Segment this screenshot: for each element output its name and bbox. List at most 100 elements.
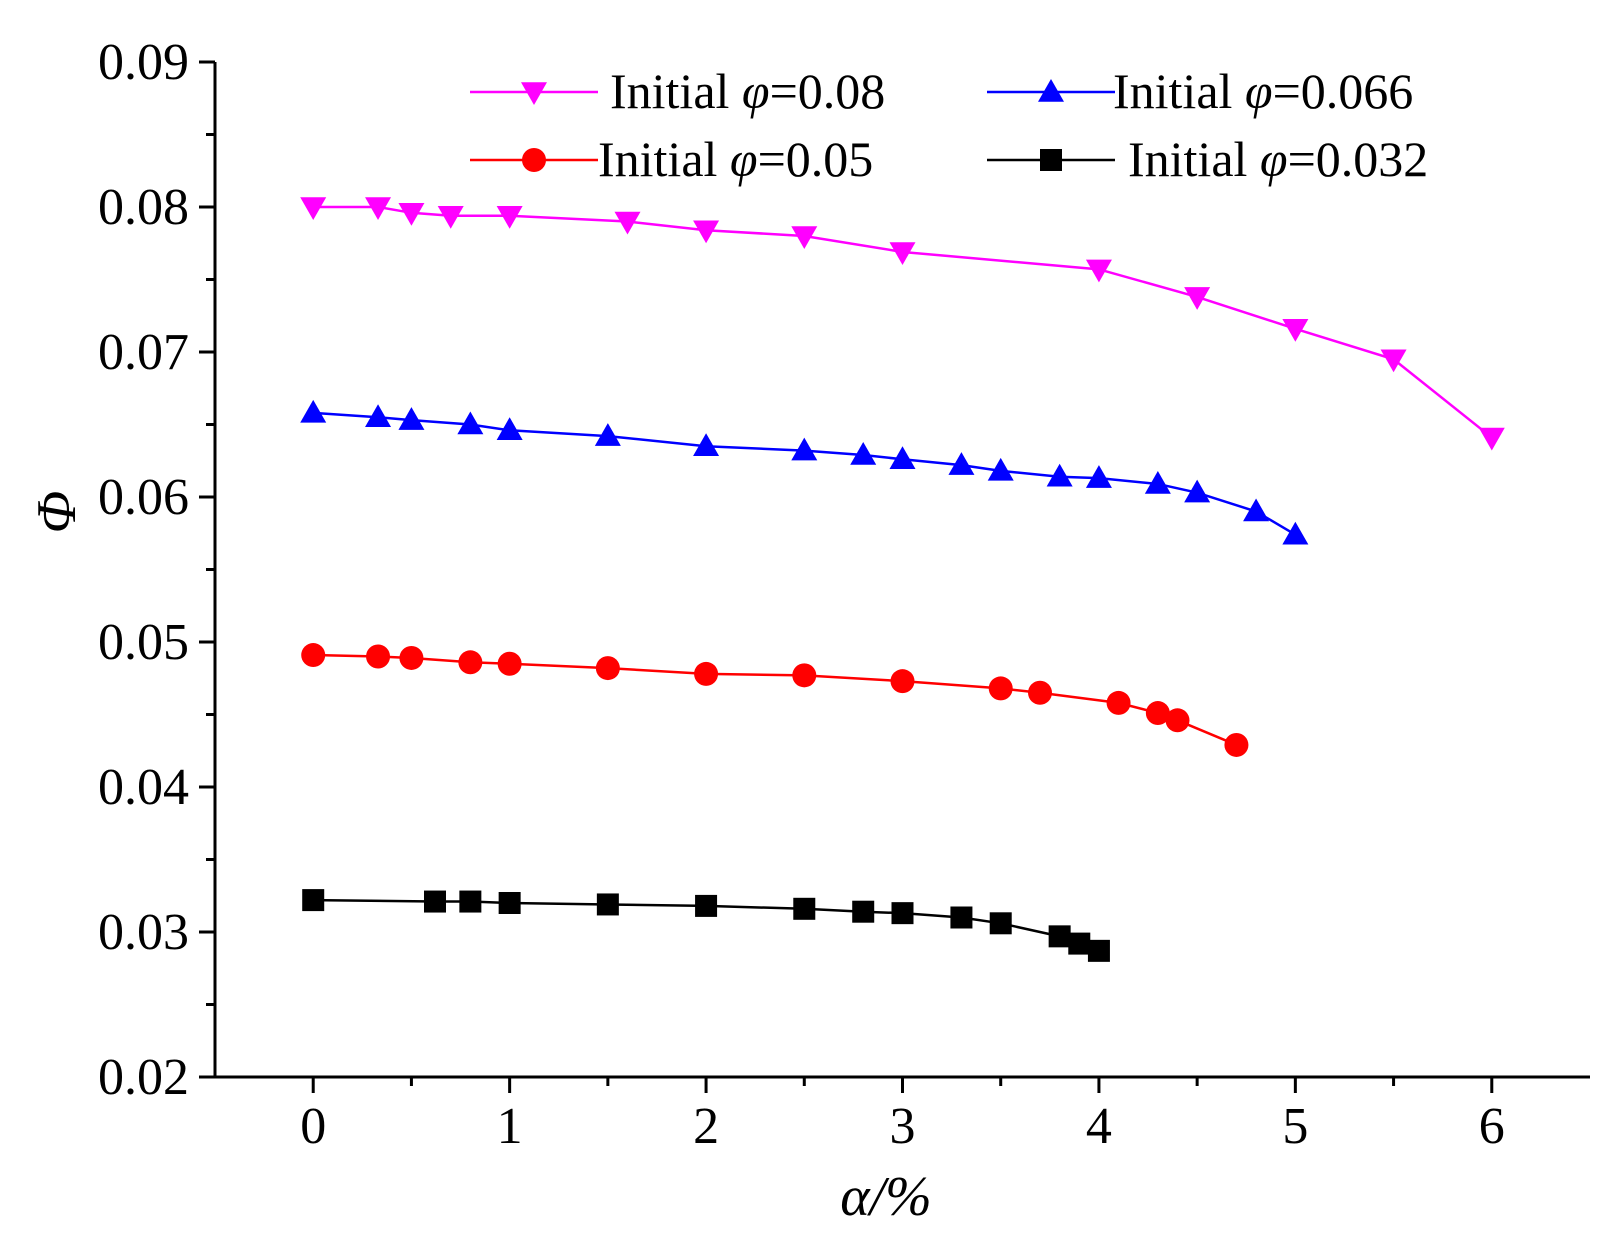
data-point [1085,465,1112,488]
series-layer [300,197,1505,962]
x-tick-label: 0 [300,1098,326,1155]
y-axis-label: Φ [26,491,88,534]
legend-item-3: Initial φ=0.05 [470,131,873,187]
data-point [852,900,875,923]
data-point [850,441,877,465]
data-point [596,893,619,916]
data-point [891,902,914,925]
data-point [1243,498,1270,522]
data-point [398,407,425,430]
x-axis-label: α/% [840,1166,932,1228]
data-point [889,446,916,470]
legend-item-1: Initial φ=0.08 [470,63,885,119]
y-tick-label: 0.09 [98,34,189,91]
y-tick-label: 0.04 [98,759,189,816]
x-tick-label: 5 [1282,1098,1308,1155]
legend-marker [522,148,546,172]
data-point [614,211,641,235]
data-point [1028,680,1052,705]
data-point [791,226,818,249]
data-point [1282,319,1309,342]
x-tick-label: 3 [890,1098,916,1155]
data-point [791,437,818,461]
data-point [950,906,973,929]
legend-label: Initial φ=0.05 [598,131,873,187]
data-point [1046,463,1073,487]
data-point [1184,287,1211,310]
data-point [989,912,1012,935]
data-point [302,889,325,912]
data-point [496,417,523,441]
x-tick-label: 6 [1479,1098,1505,1155]
data-point [595,656,620,681]
data-point [1282,521,1309,545]
data-point [1145,701,1170,726]
legend-label: Initial φ=0.032 [1128,131,1428,187]
legend: Initial φ=0.08 Initial φ=0.066 Initial φ=0… [470,63,1428,187]
data-point [1478,427,1505,451]
legend-marker [1040,149,1062,171]
series-4 [302,889,1110,962]
y-tick-label: 0.07 [98,324,189,381]
data-point [365,404,392,427]
legend-label: Initial φ=0.066 [1113,63,1413,119]
data-point [301,643,326,668]
data-point [300,197,327,220]
data-point [458,650,483,675]
data-point [1224,732,1249,757]
data-point [366,644,391,669]
axis-ticks: 0 1 2 3 4 5 6 0.02 0.03 0.04 0.05 0.06 0.07 0.08 0.09 [98,34,1505,1155]
data-point [988,676,1013,701]
data-point [1380,349,1407,373]
y-tick-label: 0.05 [98,614,189,671]
data-point [1106,690,1131,715]
legend-marker [521,82,547,105]
data-point [1085,259,1112,283]
legend-label: Initial φ=0.08 [610,63,885,119]
x-tick-label: 1 [497,1098,523,1155]
series-line [313,653,1237,747]
data-point [792,663,817,688]
data-point [793,897,816,920]
data-point [398,203,425,226]
data-point [948,452,975,475]
data-point [437,205,464,229]
series-line [313,205,1493,439]
y-tick-label: 0.06 [98,469,189,526]
y-tick-label: 0.08 [98,179,189,236]
data-point [300,399,327,423]
data-point [987,457,1014,481]
data-point [365,197,392,220]
data-point [890,669,915,694]
data-point [457,411,484,435]
x-tick-label: 4 [1086,1098,1112,1155]
data-point [693,220,720,244]
data-point [1068,932,1091,955]
data-point [693,433,720,456]
y-tick-label: 0.03 [98,904,189,961]
data-point [399,645,424,670]
data-point [1184,479,1211,503]
data-point [694,661,719,686]
data-point [497,651,522,676]
series-1 [300,197,1505,451]
y-tick-label: 0.02 [98,1049,189,1106]
data-point [424,890,446,913]
series-3 [301,643,1249,757]
data-point [498,892,521,914]
data-point [1165,708,1190,733]
data-point [496,205,523,229]
x-tick-label: 2 [693,1098,719,1155]
data-point [1048,925,1071,948]
data-point [695,894,718,917]
legend-marker [1038,79,1064,102]
data-point [889,242,916,265]
legend-item-2: Initial φ=0.066 [987,63,1413,119]
data-point [1087,939,1110,962]
data-point [1144,470,1171,494]
data-point [459,890,482,913]
series-2 [300,399,1309,545]
legend-item-4: Initial φ=0.032 [987,131,1428,187]
data-point [594,423,621,446]
